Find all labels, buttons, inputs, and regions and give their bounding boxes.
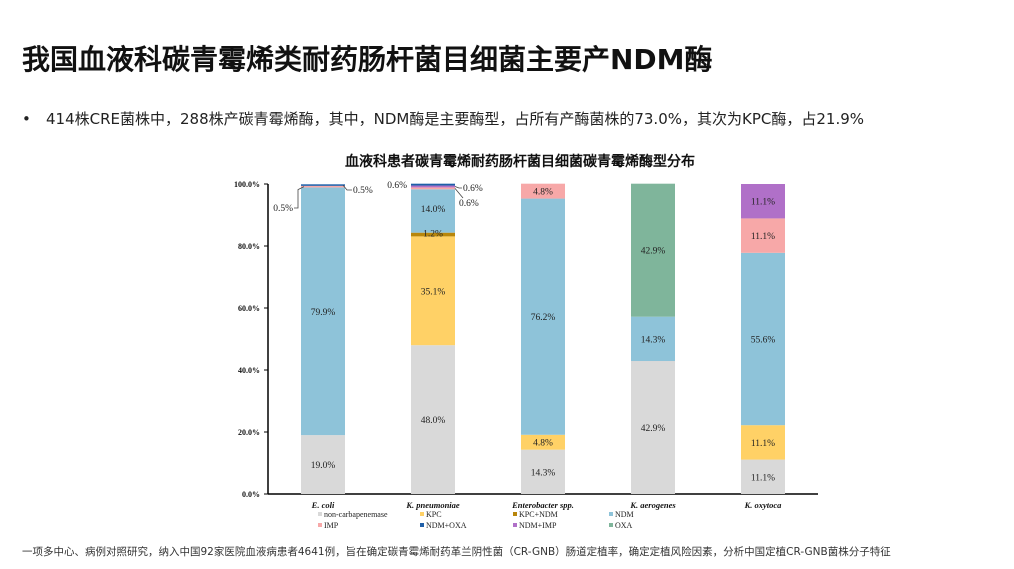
x-tick-label: Enterobacter spp. [511, 500, 574, 510]
x-tick-label: K. oxytoca [744, 500, 783, 510]
data-label: 11.1% [751, 473, 775, 483]
bar-segment-oxa [631, 183, 675, 317]
callout-line [342, 184, 352, 191]
y-tick-label: 20.0% [238, 428, 260, 437]
legend-swatch [513, 512, 517, 516]
bar-segment-ndm [631, 316, 675, 362]
bar-segment-non-carbapenemase [631, 361, 675, 494]
bar-segment-ndm-oxa [301, 184, 345, 186]
y-tick-label: 0.0% [242, 490, 260, 499]
data-label: 11.1% [751, 198, 775, 208]
x-tick-label: E. coli [311, 500, 335, 510]
legend-label: non-carbapenemase [324, 510, 388, 519]
bar-segment-kpc [741, 425, 785, 460]
x-tick-label: K. aerogenes [629, 500, 676, 510]
data-label: 11.1% [751, 232, 775, 242]
bar-segment-non-carbapenemase [301, 435, 345, 494]
summary-text: 414株CRE菌株中，288株产碳青霉烯酶，其中，NDM酶是主要酶型，占所有产酶… [46, 110, 865, 128]
y-tick-label: 40.0% [238, 366, 260, 375]
legend-label: NDM+IMP [519, 521, 557, 530]
legend: non-carbapenemase KPC KPC+NDM NDM IMP NDM+OXA… [318, 510, 634, 530]
legend-label: KPC [426, 510, 442, 519]
bar-segment-ndm [301, 187, 345, 436]
data-label: 4.8% [533, 439, 553, 449]
y-tick-label: 80.0% [238, 242, 260, 251]
x-tick-label: K. pneumoniae [405, 500, 460, 510]
bar-segment-non-carbapenemase [741, 459, 785, 494]
bar-segment-kpc [411, 236, 455, 346]
data-label: 4.8% [533, 188, 553, 198]
legend-label: NDM [615, 510, 634, 519]
bar-segment-non-carbapenemase [521, 449, 565, 494]
callout-line [454, 188, 464, 199]
data-label: 0.6% [387, 181, 407, 191]
bar-segment-ndm-imp [411, 185, 455, 188]
bar-segment-imp [411, 187, 455, 190]
bar-segment-ndm-oxa [411, 183, 455, 186]
bar-segment-kpc-ndm [411, 232, 455, 237]
legend-swatch [318, 523, 322, 527]
data-label: 0.5% [273, 204, 293, 214]
data-label: 79.9% [311, 308, 336, 318]
data-label: 55.6% [751, 336, 776, 346]
legend-swatch [513, 523, 517, 527]
data-label: 14.0% [421, 205, 446, 215]
bar-segment-ndm [741, 252, 785, 426]
bar-segment-non-carbapenemase [411, 345, 455, 494]
data-label: 0.6% [463, 184, 483, 194]
footnote: 一项多中心、病例对照研究，纳入中国92家医院血液病患者4641例，旨在确定碳青霉… [22, 546, 891, 558]
bullet-marker: • [22, 110, 31, 128]
summary-bullet: • 414株CRE菌株中，288株产碳青霉烯酶，其中，NDM酶是主要酶型，占所有产… [22, 108, 864, 129]
legend-swatch [420, 523, 424, 527]
slide-title: 我国血液科碳青霉烯类耐药肠杆菌目细菌主要产NDM酶 [22, 43, 713, 76]
data-label: 14.3% [531, 468, 556, 478]
bar-segment-ndm-imp [741, 184, 785, 219]
chart-title: 血液科患者碳青霉烯耐药肠杆菌目细菌碳青霉烯酶型分布 [345, 153, 695, 170]
bar-segment-ndm [411, 189, 455, 233]
callout-line [294, 186, 305, 209]
legend-swatch [318, 512, 322, 516]
data-label: 14.3% [641, 335, 666, 345]
data-label: 1.2% [423, 230, 443, 240]
legend-swatch [609, 512, 613, 516]
bar-segment-ndm [521, 198, 565, 435]
data-label: 19.0% [311, 461, 336, 471]
y-tick-label: 100.0% [234, 180, 260, 189]
callout-line [454, 186, 462, 189]
y-tick-label: 60.0% [238, 304, 260, 313]
data-labels: 19.0% 79.9% 0.5% 0.5% 48.0% 35.1% 1.2% 14.0% 0.6… [273, 181, 775, 483]
data-label: 48.0% [421, 416, 446, 426]
data-label: 0.6% [459, 199, 479, 209]
legend-swatch [420, 512, 424, 516]
bar-segment-kpc [521, 434, 565, 450]
data-label: 42.9% [641, 247, 666, 257]
data-label: 42.9% [641, 424, 666, 434]
legend-label: KPC+NDM [519, 510, 558, 519]
legend-label: IMP [324, 521, 339, 530]
data-label: 11.1% [751, 439, 775, 449]
data-label: 76.2% [531, 313, 556, 323]
bar-segment-imp [741, 218, 785, 253]
legend-swatch [609, 523, 613, 527]
bar-segment-imp [301, 185, 345, 188]
legend-label: NDM+OXA [426, 521, 467, 530]
bar-segment-imp [521, 183, 565, 199]
data-label: 0.5% [353, 186, 373, 196]
bars [301, 183, 785, 494]
legend-label: OXA [615, 521, 633, 530]
data-label: 35.1% [421, 287, 446, 297]
